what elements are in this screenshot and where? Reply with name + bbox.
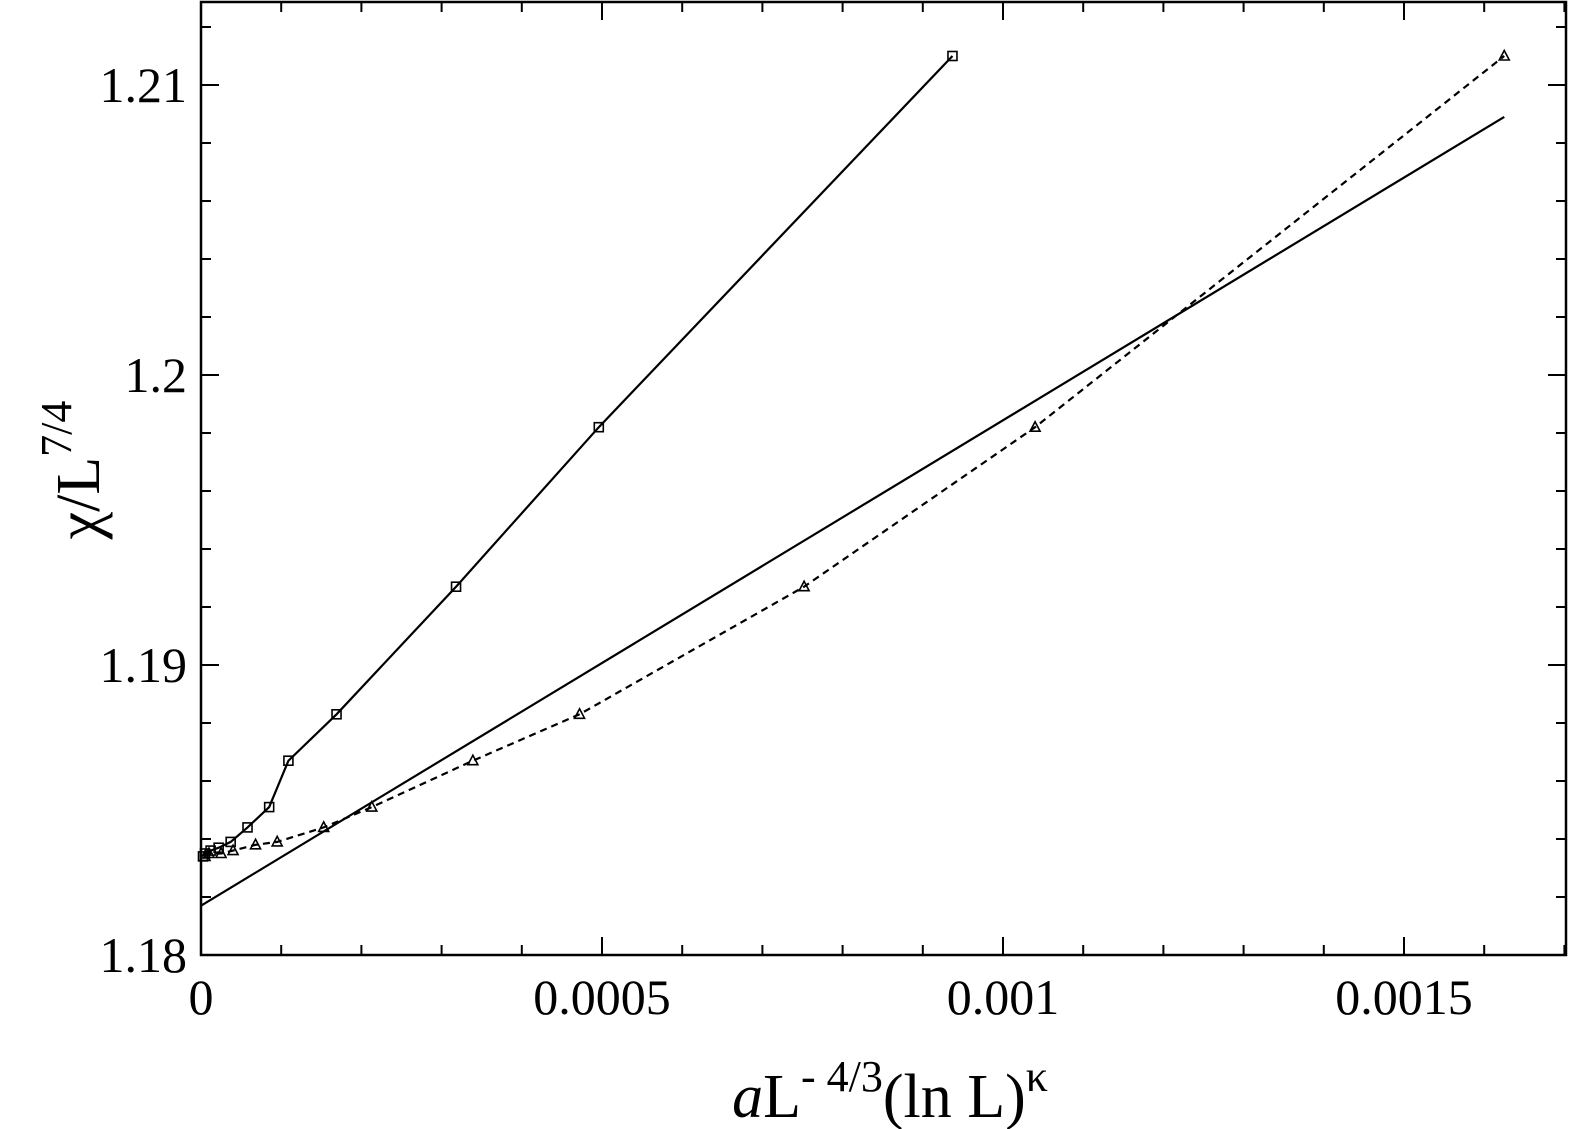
triangle-marker [249, 837, 262, 850]
y-axis-title-exponent: 7/4 [32, 401, 81, 457]
square-marker [331, 708, 342, 720]
x-axis-title-middle: (ln L) [883, 1063, 1026, 1129]
x-axis-title-prefix: a [732, 1063, 763, 1129]
tick-labels: 0 0.0005 0.001 0.0015 1.18 1.19 1.2 1.21 [100, 57, 1473, 1025]
triangle-marker [365, 799, 379, 812]
y-tick-label: 1.21 [100, 57, 188, 113]
x-axis-title-exponent: - 4/3 [801, 1052, 883, 1101]
square-marker [242, 822, 253, 833]
square-marker [593, 421, 605, 433]
axis-ticks [200, 2, 1566, 956]
triangle-marker [466, 753, 480, 766]
triangle-marker [226, 843, 240, 856]
series-line [204, 55, 1505, 858]
x-tick-label: 0.001 [947, 969, 1060, 1025]
square-marker [450, 581, 462, 593]
x-tick-label: 0.0005 [533, 969, 671, 1025]
y-tick-label: 1.19 [100, 637, 188, 693]
square-marker [283, 755, 294, 767]
y-tick-label: 1.18 [100, 927, 188, 983]
series-line [202, 55, 954, 858]
triangle-marker [270, 834, 284, 847]
x-axis-title: aL- 4/3(ln L)κ [732, 1052, 1048, 1129]
square-marker [205, 845, 216, 856]
x-axis-title-exponent2: κ [1026, 1052, 1048, 1101]
square-marker [225, 836, 236, 848]
y-axis-title-base: χ/L [45, 457, 113, 541]
triangle-marker [797, 579, 811, 592]
square-marker [263, 801, 275, 813]
triangle-marker [1028, 419, 1042, 432]
plot-frame [199, 0, 1568, 957]
x-tick-label: 0.0015 [1335, 969, 1473, 1025]
square-marker [947, 50, 958, 62]
triangle-marker [1497, 48, 1511, 61]
triangle-marker [573, 707, 586, 720]
triangle-marker [202, 846, 216, 859]
series-line [200, 115, 1505, 907]
x-tick-label: 0 [189, 969, 214, 1025]
x-axis-title-base: L [763, 1063, 801, 1129]
triangle-marker [198, 849, 212, 862]
series-layer [197, 48, 1511, 907]
triangle-marker [214, 846, 228, 859]
y-axis-title: χ/L7/4 [32, 401, 113, 541]
y-tick-label: 1.2 [125, 347, 188, 403]
